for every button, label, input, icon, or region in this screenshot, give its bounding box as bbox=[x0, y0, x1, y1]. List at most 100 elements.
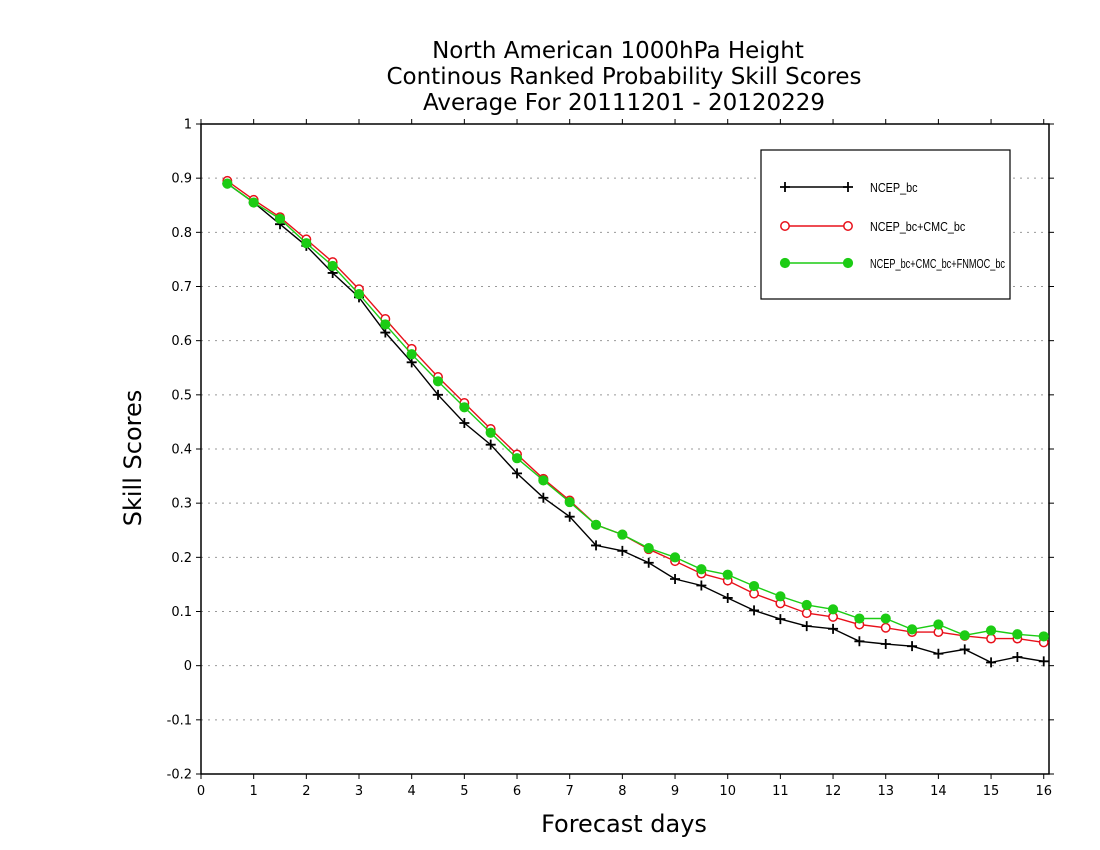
y-tick-label: 1 bbox=[184, 118, 192, 133]
data-point bbox=[801, 599, 812, 611]
data-point bbox=[538, 475, 549, 486]
data-point bbox=[590, 519, 602, 530]
data-point bbox=[406, 349, 417, 360]
data-point bbox=[485, 427, 496, 438]
x-tick-label: 1 bbox=[250, 784, 258, 799]
data-point bbox=[801, 621, 812, 632]
x-tick-label: 3 bbox=[355, 784, 363, 799]
chart-title-line-1: North American 1000hPa Height bbox=[432, 38, 804, 64]
x-tick-label: 12 bbox=[825, 784, 842, 799]
series-3 bbox=[222, 178, 1049, 642]
x-tick-label: 2 bbox=[302, 784, 310, 799]
data-point bbox=[617, 545, 628, 556]
legend-entry-2: NCEP_bc+CMC_bc bbox=[780, 219, 966, 234]
data-point bbox=[459, 402, 470, 413]
y-tick-label: 0.9 bbox=[171, 172, 192, 187]
x-tick-label: 4 bbox=[408, 784, 416, 799]
x-tick-label: 7 bbox=[566, 784, 574, 799]
data-point bbox=[538, 492, 549, 503]
y-tick-label: 0.5 bbox=[171, 388, 192, 403]
y-tick-label: 0.7 bbox=[171, 280, 192, 295]
data-point bbox=[696, 580, 707, 591]
y-tick-label: 0.8 bbox=[171, 226, 192, 241]
data-point bbox=[511, 453, 523, 464]
chart-title-line-2: Continous Ranked Probability Skill Score… bbox=[386, 64, 861, 90]
y-tick-label: 0.4 bbox=[171, 443, 192, 458]
legend-marker bbox=[779, 257, 791, 269]
data-point bbox=[722, 569, 733, 580]
axis-ticks: -0.2-0.100.10.20.30.40.50.60.70.80.910 1 2… bbox=[167, 118, 1054, 799]
data-point bbox=[696, 564, 707, 575]
data-point bbox=[722, 592, 733, 603]
data-point bbox=[749, 605, 760, 616]
data-point bbox=[880, 622, 891, 633]
legend: NCEP_bc NCEP_bc+CMC_bc NCEP_bc+CMC_bc+FNMO… bbox=[760, 149, 1011, 300]
data-point bbox=[643, 543, 654, 554]
legend-box bbox=[760, 149, 1011, 300]
chart-title: North American 1000hPa Height Continous … bbox=[386, 38, 861, 116]
y-tick-label: 0.1 bbox=[171, 605, 192, 620]
data-point bbox=[1012, 652, 1023, 662]
y-axis-label: Skill Scores bbox=[119, 390, 147, 527]
data-point bbox=[222, 178, 233, 189]
data-point bbox=[432, 376, 444, 387]
data-point bbox=[907, 641, 918, 652]
x-tick-label: 5 bbox=[460, 784, 468, 799]
data-point bbox=[433, 389, 444, 400]
y-tick-label: -0.1 bbox=[167, 713, 192, 728]
x-tick-label: 9 bbox=[671, 784, 679, 799]
x-tick-label: 11 bbox=[772, 784, 789, 799]
x-tick-label: 0 bbox=[197, 784, 205, 799]
data-point bbox=[906, 624, 918, 635]
data-point bbox=[854, 613, 865, 624]
data-point bbox=[985, 625, 997, 636]
data-point bbox=[564, 511, 575, 522]
data-point bbox=[248, 197, 259, 208]
data-point bbox=[801, 608, 812, 619]
data-point bbox=[1038, 631, 1049, 642]
data-point bbox=[959, 630, 970, 641]
data-point bbox=[301, 238, 312, 249]
y-tick-label: 0.3 bbox=[171, 497, 192, 512]
legend-marker bbox=[843, 182, 853, 192]
x-tick-label: 14 bbox=[930, 784, 947, 799]
data-point bbox=[880, 639, 891, 649]
legend-marker bbox=[780, 221, 790, 231]
data-point bbox=[564, 496, 575, 508]
data-point bbox=[670, 574, 681, 584]
data-point bbox=[748, 580, 760, 592]
data-point bbox=[591, 540, 602, 551]
data-point bbox=[274, 213, 286, 224]
data-point bbox=[643, 557, 654, 568]
data-point bbox=[1012, 629, 1023, 640]
data-point bbox=[986, 633, 997, 644]
data-point bbox=[827, 604, 839, 615]
y-tick-label: -0.2 bbox=[167, 768, 192, 783]
legend-label: NCEP_bc+CMC_bc bbox=[870, 219, 966, 234]
y-tick-label: 0.2 bbox=[171, 551, 192, 566]
data-point bbox=[854, 636, 865, 647]
data-point bbox=[617, 529, 628, 540]
data-point bbox=[933, 648, 944, 659]
data-point bbox=[775, 614, 786, 625]
data-point bbox=[327, 260, 338, 272]
y-tick-label: 0.6 bbox=[171, 334, 192, 349]
legend-entry-3: NCEP_bc+CMC_bc+FNMOC_bc bbox=[779, 256, 1005, 271]
data-point bbox=[459, 418, 470, 428]
data-point bbox=[1038, 656, 1049, 667]
x-tick-label: 13 bbox=[877, 784, 894, 799]
chart-title-line-3: Average For 20111201 - 20120229 bbox=[423, 90, 825, 116]
x-tick-label: 15 bbox=[983, 784, 1000, 799]
legend-marker bbox=[843, 221, 853, 231]
legend-marker bbox=[780, 182, 790, 192]
x-tick-label: 10 bbox=[719, 784, 736, 799]
legend-entry-1: NCEP_bc bbox=[780, 180, 918, 195]
x-tick-label: 8 bbox=[618, 784, 626, 799]
data-point bbox=[669, 552, 681, 563]
legend-label: NCEP_bc+CMC_bc+FNMOC_bc bbox=[870, 256, 1005, 271]
data-point bbox=[933, 619, 944, 630]
data-point bbox=[485, 439, 496, 450]
x-tick-label: 6 bbox=[513, 784, 521, 799]
x-tick-label: 16 bbox=[1035, 784, 1052, 799]
